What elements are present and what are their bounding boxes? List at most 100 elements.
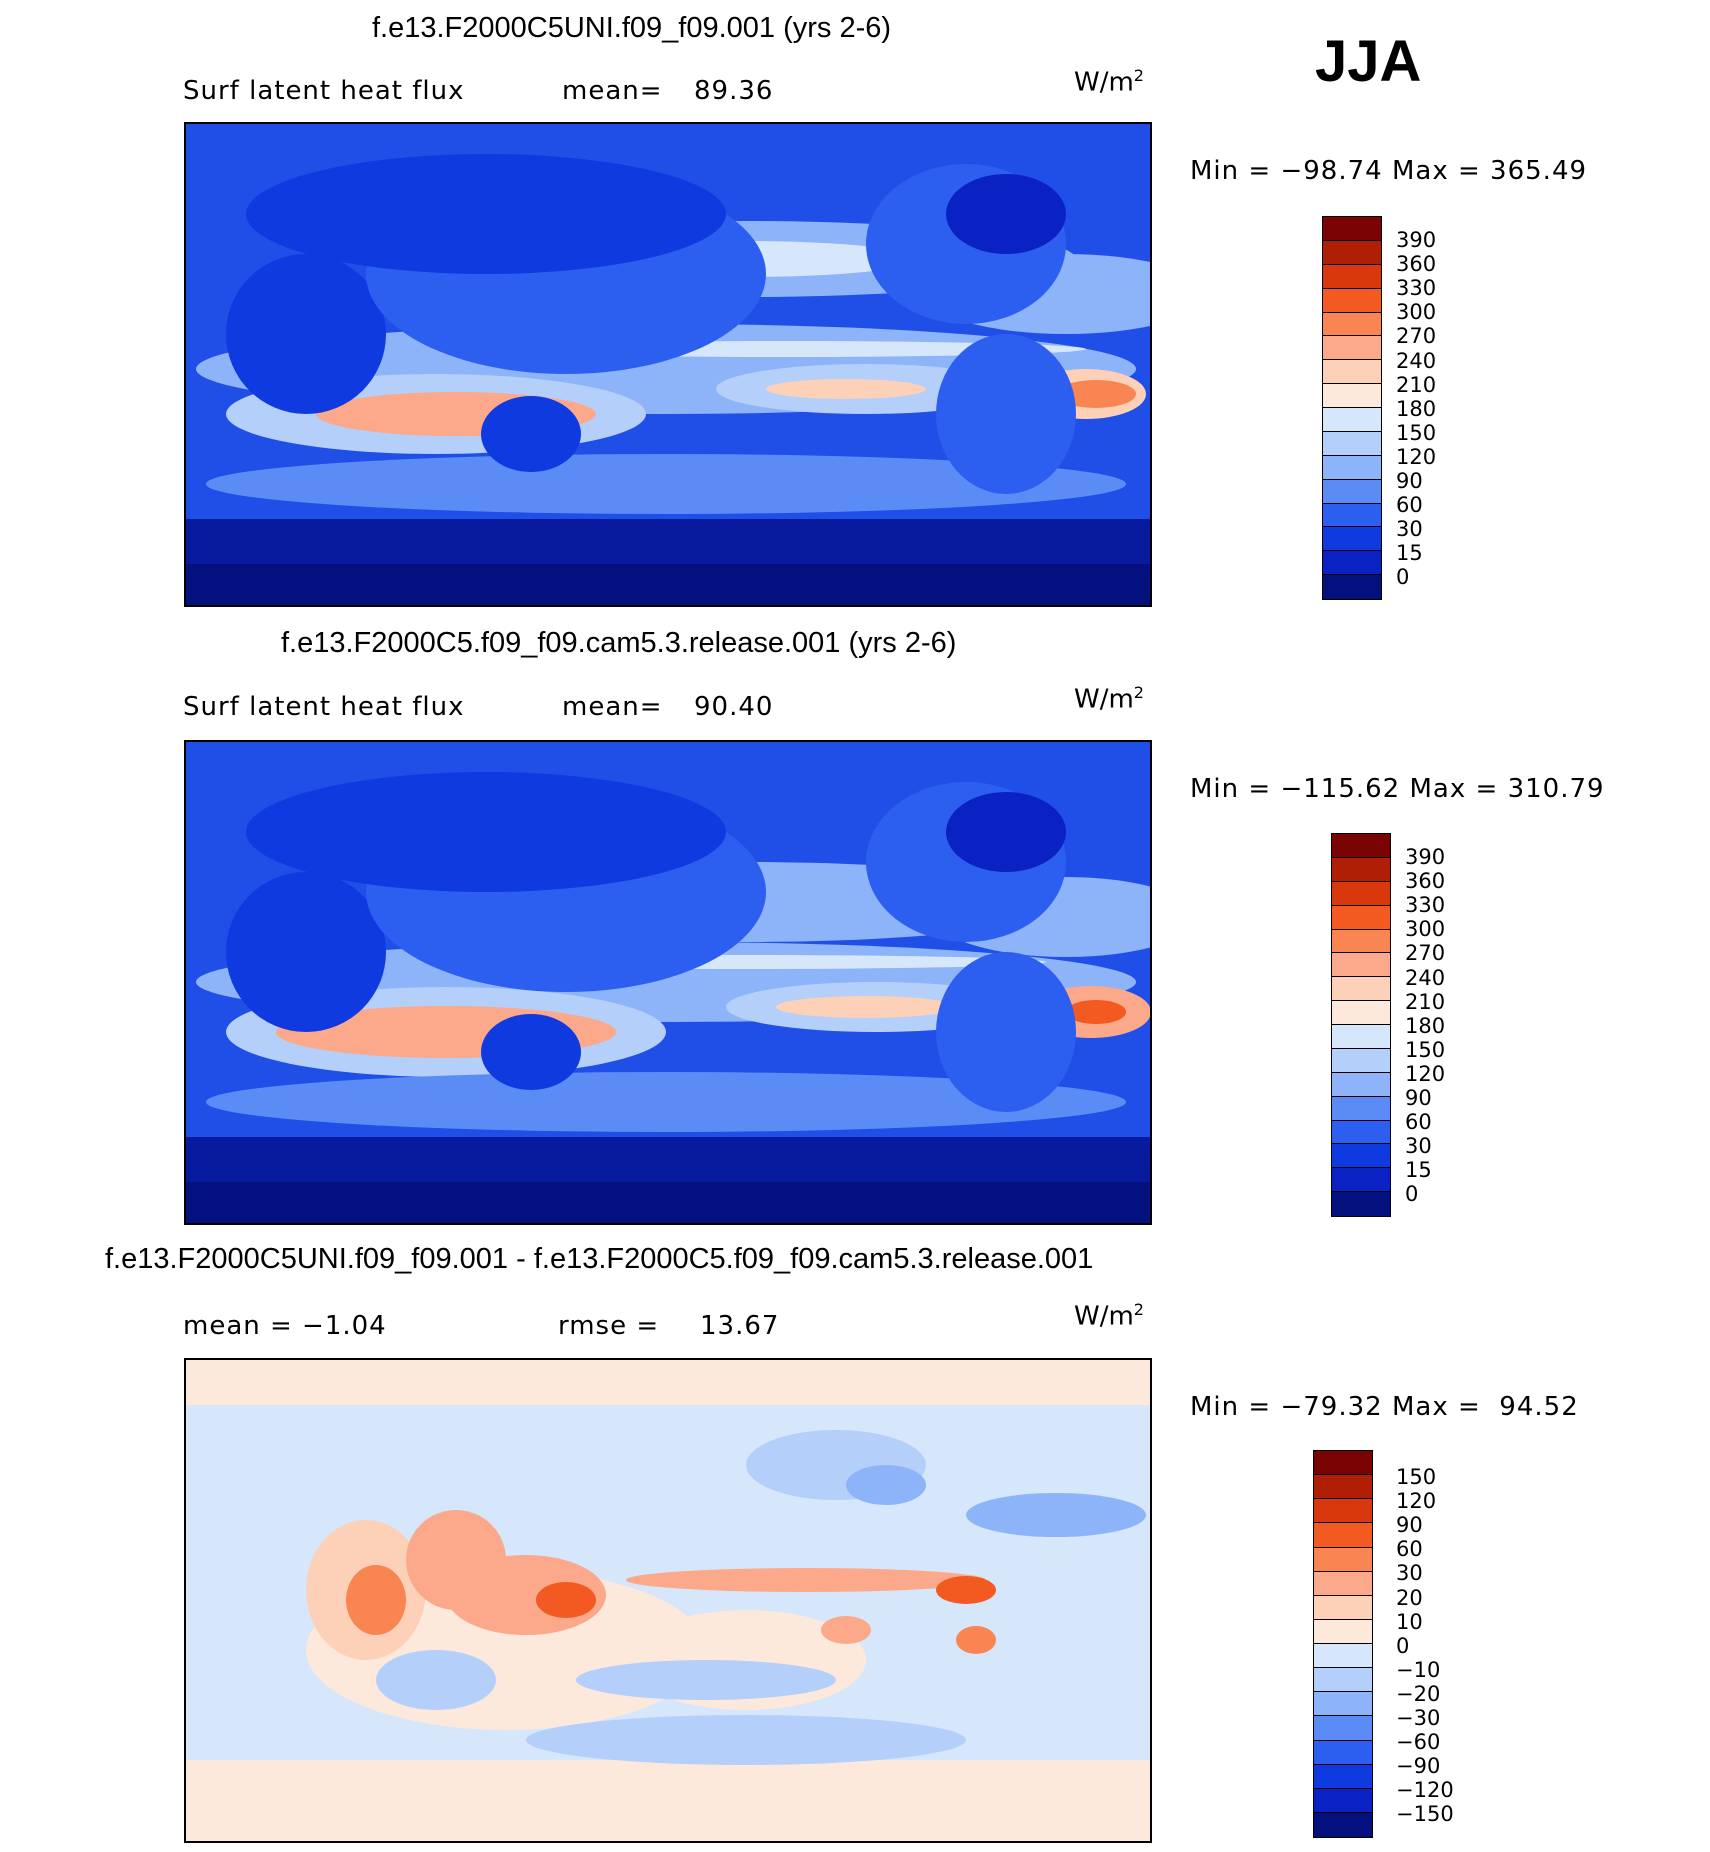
colorbar-tick-label: 300 xyxy=(1405,917,1446,942)
panel-1-mean-label: mean= xyxy=(562,76,663,106)
colorbar-tick-label: 20 xyxy=(1396,1585,1423,1610)
colorbar-box xyxy=(1323,384,1381,408)
colorbar-tick-label: 0 xyxy=(1396,1633,1410,1658)
panel-3-units: W/m2 xyxy=(1074,1300,1144,1332)
colorbar-tick-label: 120 xyxy=(1405,1061,1446,1086)
colorbar-box xyxy=(1332,929,1390,954)
colorbar-tick-label: −20 xyxy=(1396,1681,1441,1706)
panel-3-rmse-label: rmse = xyxy=(558,1311,660,1341)
panel-2-variable-label: Surf latent heat flux xyxy=(183,692,465,722)
colorbar-box xyxy=(1314,1595,1372,1620)
colorbar-box xyxy=(1314,1619,1372,1644)
colorbar-tick-label: −120 xyxy=(1396,1778,1454,1803)
colorbar-tick-label: −150 xyxy=(1396,1802,1454,1827)
colorbar-tick-label: 30 xyxy=(1396,517,1423,542)
colorbar-box xyxy=(1314,1475,1372,1500)
colorbar-box xyxy=(1332,1168,1390,1193)
colorbar-box xyxy=(1323,288,1381,313)
colorbar-box xyxy=(1323,455,1381,480)
colorbar-box xyxy=(1323,336,1381,361)
panel-3-map xyxy=(184,1358,1152,1843)
colorbar-box xyxy=(1314,1716,1372,1741)
colorbar-tick-label: 360 xyxy=(1396,252,1437,277)
colorbar-tick-label: 240 xyxy=(1396,348,1437,373)
colorbar-tick-label: 15 xyxy=(1405,1158,1432,1183)
colorbar-box xyxy=(1332,1192,1390,1216)
panel-2-units: W/m2 xyxy=(1074,683,1144,715)
panel-2-map xyxy=(184,740,1152,1225)
colorbar-box xyxy=(1314,1692,1372,1717)
panel-2-mean-label: mean= xyxy=(562,692,663,722)
panel-3-minmax: Min = −79.32 Max = 94.52 xyxy=(1190,1392,1579,1422)
colorbar-tick-label: 0 xyxy=(1405,1182,1419,1207)
panel-1-units: W/m2 xyxy=(1074,66,1144,98)
colorbar-tick-label: 90 xyxy=(1396,1513,1423,1538)
panel-2-mean-value: 90.40 xyxy=(694,692,774,722)
panel-2-title: f.e13.F2000C5.f09_f09.cam5.3.release.001… xyxy=(281,627,957,659)
colorbar-box xyxy=(1314,1451,1372,1476)
panel-3-mean-label: mean = −1.04 xyxy=(183,1311,387,1341)
colorbar-box xyxy=(1332,857,1390,882)
colorbar-tick-label: 150 xyxy=(1405,1037,1446,1062)
colorbar-box xyxy=(1323,527,1381,552)
colorbar-box xyxy=(1323,408,1381,432)
colorbar-box xyxy=(1332,977,1390,1002)
colorbar-box xyxy=(1314,1547,1372,1572)
panel-1-minmax: Min = −98.74 Max = 365.49 xyxy=(1190,156,1588,186)
colorbar-box xyxy=(1323,217,1381,241)
colorbar-tick-label: −90 xyxy=(1396,1754,1441,1779)
panel-1-map xyxy=(184,122,1152,607)
colorbar-tick-label: 0 xyxy=(1396,565,1410,590)
colorbar-tick-label: 60 xyxy=(1396,493,1423,518)
colorbar-box xyxy=(1323,264,1381,289)
colorbar-tick-label: −10 xyxy=(1396,1657,1441,1682)
colorbar-box xyxy=(1332,1096,1390,1121)
colorbar-tick-label: −30 xyxy=(1396,1706,1441,1730)
colorbar-box xyxy=(1332,1048,1390,1073)
colorbar-tick-label: 390 xyxy=(1405,845,1446,869)
colorbar-tick-label: 90 xyxy=(1396,469,1423,493)
colorbar-tick-label: 60 xyxy=(1405,1110,1432,1135)
colorbar-tick-label: 180 xyxy=(1396,396,1437,421)
colorbar-box xyxy=(1332,1072,1390,1097)
panel-2-minmax: Min = −115.62 Max = 310.79 xyxy=(1190,774,1605,804)
colorbar-box xyxy=(1323,240,1381,265)
colorbar-tick-label: 210 xyxy=(1396,372,1437,397)
colorbar-box xyxy=(1332,881,1390,906)
colorbar-box xyxy=(1323,312,1381,337)
colorbar-box xyxy=(1314,1740,1372,1765)
panel-1-mean-value: 89.36 xyxy=(694,76,774,106)
colorbar-tick-label: 270 xyxy=(1405,941,1446,966)
colorbar-tick-label: 240 xyxy=(1405,965,1446,990)
colorbar-box xyxy=(1314,1788,1372,1813)
panel-2-colorbar xyxy=(1331,833,1391,1217)
colorbar-tick-label: 330 xyxy=(1396,276,1437,301)
colorbar-tick-label: 360 xyxy=(1405,869,1446,894)
colorbar-tick-label: 150 xyxy=(1396,420,1437,445)
colorbar-box xyxy=(1314,1571,1372,1596)
colorbar-box xyxy=(1314,1523,1372,1548)
colorbar-box xyxy=(1332,1120,1390,1145)
colorbar-box xyxy=(1314,1812,1372,1837)
colorbar-box xyxy=(1314,1668,1372,1693)
colorbar-tick-label: 330 xyxy=(1405,893,1446,918)
panel-1-title: f.e13.F2000C5UNI.f09_f09.001 (yrs 2-6) xyxy=(372,12,892,44)
colorbar-box xyxy=(1323,503,1381,528)
colorbar-box xyxy=(1332,905,1390,930)
colorbar-box xyxy=(1323,479,1381,504)
colorbar-tick-label: 120 xyxy=(1396,444,1437,469)
colorbar-box xyxy=(1323,575,1381,599)
colorbar-box xyxy=(1323,431,1381,456)
colorbar-box xyxy=(1332,1001,1390,1025)
colorbar-tick-label: 180 xyxy=(1405,1013,1446,1038)
colorbar-box xyxy=(1323,551,1381,576)
colorbar-tick-label: 60 xyxy=(1396,1537,1423,1562)
colorbar-tick-label: 10 xyxy=(1396,1609,1423,1634)
colorbar-box xyxy=(1332,1144,1390,1169)
panel-1-variable-label: Surf latent heat flux xyxy=(183,76,465,106)
colorbar-box xyxy=(1314,1764,1372,1789)
colorbar-box xyxy=(1332,834,1390,858)
panel-3-rmse-value: 13.67 xyxy=(700,1311,780,1341)
panel-3-colorbar xyxy=(1313,1450,1373,1838)
colorbar-box xyxy=(1314,1644,1372,1669)
